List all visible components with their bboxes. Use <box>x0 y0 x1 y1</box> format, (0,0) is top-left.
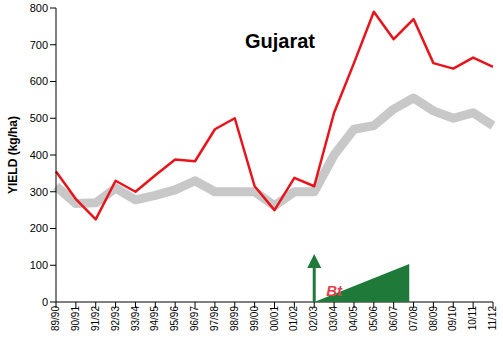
svg-text:03/04: 03/04 <box>328 306 339 331</box>
svg-text:96/97: 96/97 <box>189 306 200 331</box>
svg-text:200: 200 <box>30 222 48 234</box>
svg-text:00/01: 00/01 <box>269 306 280 331</box>
svg-text:92/93: 92/93 <box>110 306 121 331</box>
svg-text:01/02: 01/02 <box>288 306 299 331</box>
svg-text:93/94: 93/94 <box>130 306 141 331</box>
svg-text:11/12: 11/12 <box>487 306 498 331</box>
svg-text:700: 700 <box>30 39 48 51</box>
svg-text:06/07: 06/07 <box>388 306 399 331</box>
svg-text:10/11: 10/11 <box>467 306 478 331</box>
svg-text:04/05: 04/05 <box>348 306 359 331</box>
svg-text:99/00: 99/00 <box>249 306 260 331</box>
svg-text:100: 100 <box>30 259 48 271</box>
svg-text:07/08: 07/08 <box>408 306 419 331</box>
svg-text:98/99: 98/99 <box>229 306 240 331</box>
svg-text:95/96: 95/96 <box>169 306 180 331</box>
svg-text:94/95: 94/95 <box>149 306 160 331</box>
svg-text:91/92: 91/92 <box>90 306 101 331</box>
svg-text:90/91: 90/91 <box>70 306 81 331</box>
svg-text:09/10: 09/10 <box>447 306 458 331</box>
svg-text:0: 0 <box>42 296 48 308</box>
svg-text:600: 600 <box>30 75 48 87</box>
svg-text:02/03: 02/03 <box>308 306 319 331</box>
svg-text:400: 400 <box>30 149 48 161</box>
svg-text:800: 800 <box>30 2 48 14</box>
svg-text:08/09: 08/09 <box>428 306 439 331</box>
svg-text:500: 500 <box>30 112 48 124</box>
svg-text:89/90: 89/90 <box>50 306 61 331</box>
html-text:Gujarat: Gujarat <box>245 30 315 52</box>
svg-text:97/98: 97/98 <box>209 306 220 331</box>
svg-text:300: 300 <box>30 186 48 198</box>
svg-text:YIELD (kg/ha): YIELD (kg/ha) <box>6 116 20 194</box>
svg-text:Bt: Bt <box>326 282 343 299</box>
svg-text:05/06: 05/06 <box>368 306 379 331</box>
